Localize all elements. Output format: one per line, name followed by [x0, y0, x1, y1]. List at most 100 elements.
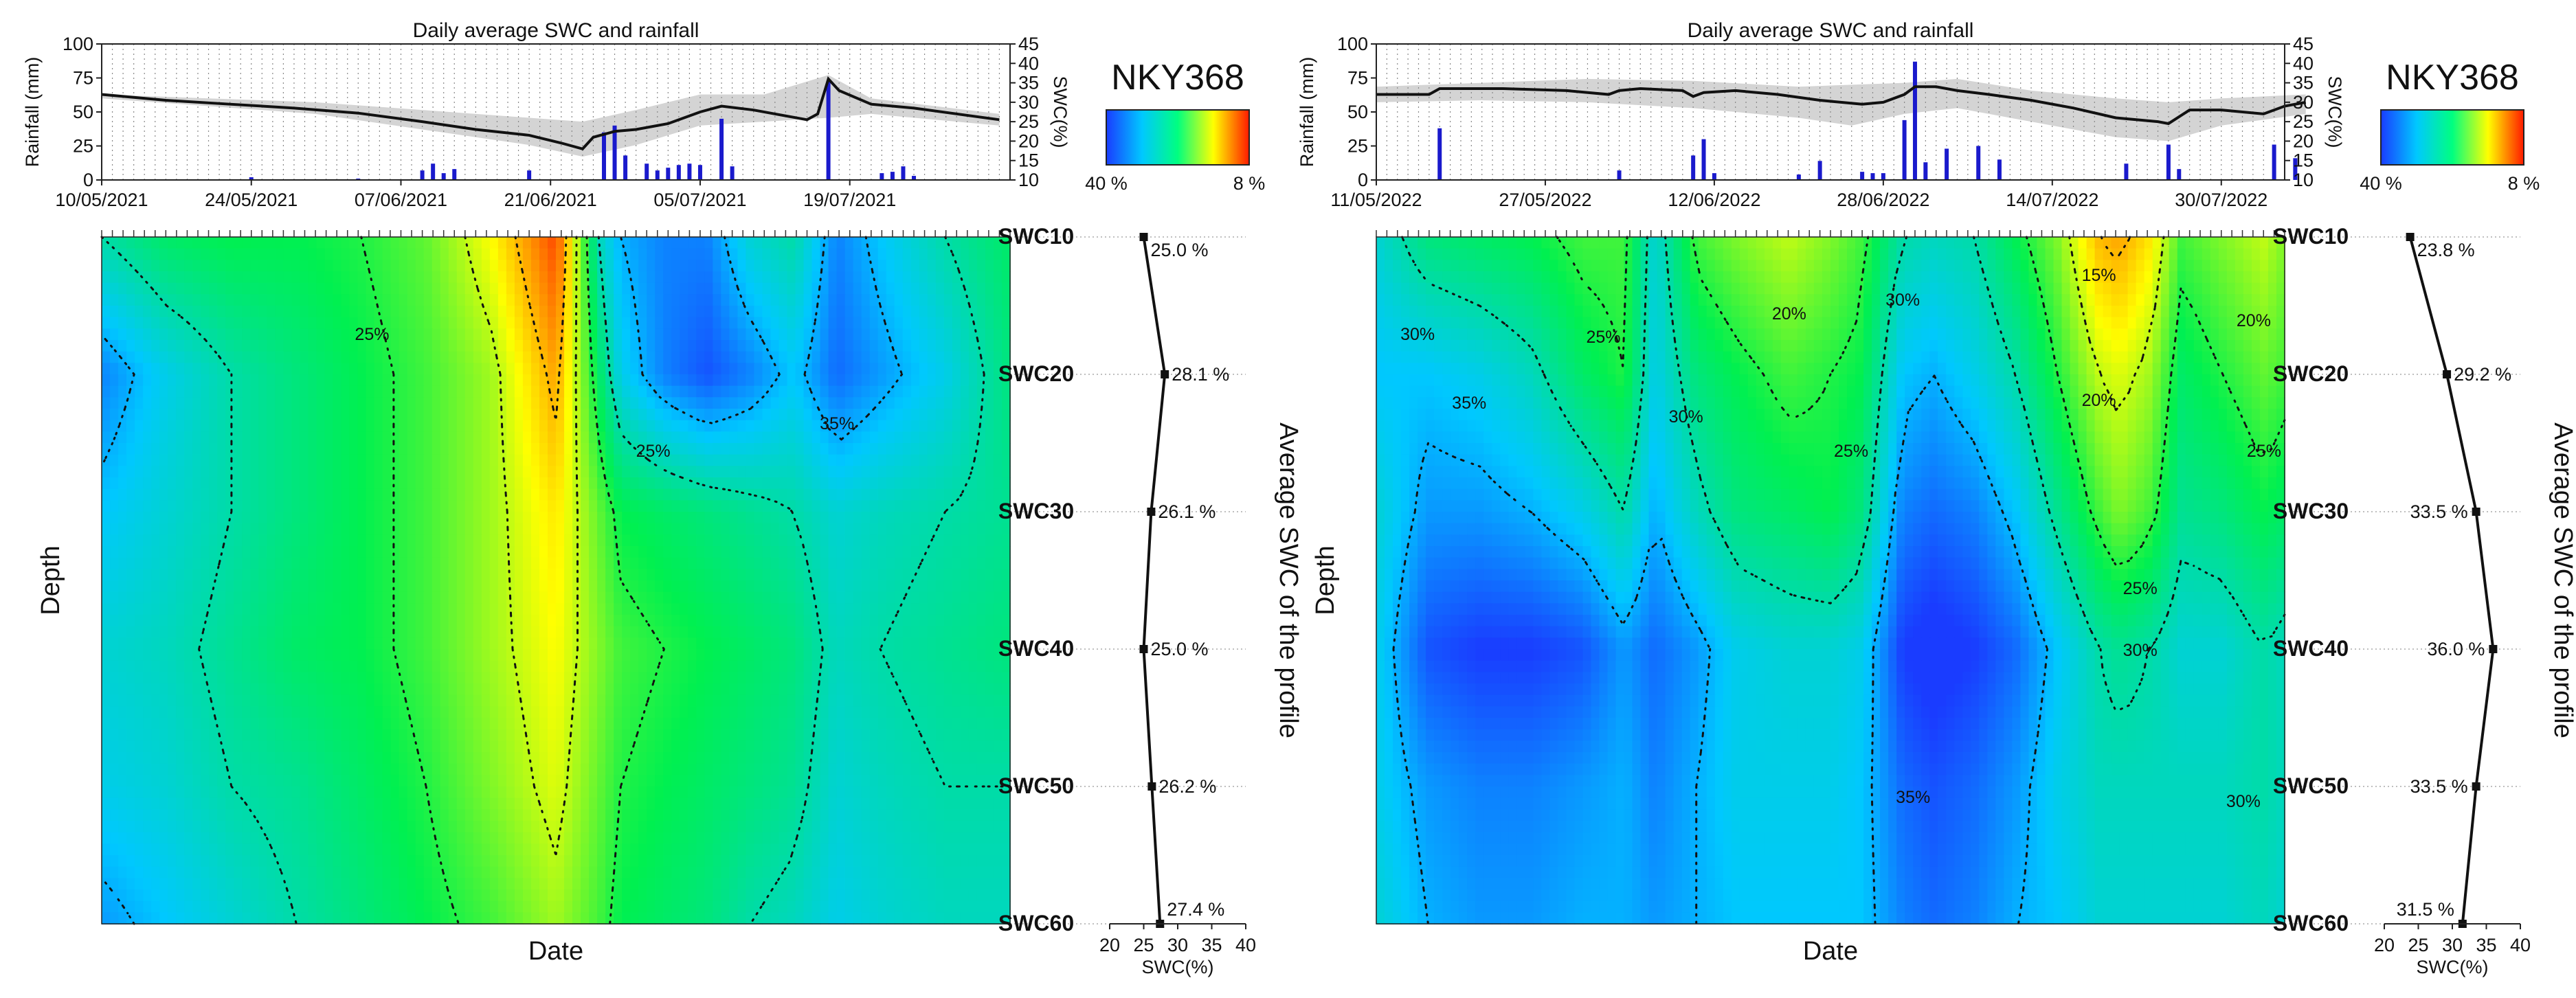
heatmap-cell: [242, 603, 251, 615]
heatmap-cell: [118, 328, 127, 341]
heatmap-cell: [935, 454, 945, 467]
heatmap-cell: [547, 271, 557, 284]
heatmap-cell: [415, 271, 425, 284]
heatmap-cell: [209, 569, 219, 581]
heatmap-cell: [349, 580, 359, 593]
heatmap-cell: [910, 409, 920, 421]
heatmap-cell: [630, 294, 640, 306]
heatmap-cell: [481, 454, 491, 467]
heatmap-cell: [217, 603, 227, 615]
heatmap-cell: [572, 580, 581, 593]
heatmap-cell: [680, 431, 689, 444]
heatmap-cell: [894, 306, 904, 318]
heatmap-cell: [308, 672, 317, 684]
heatmap-cell: [432, 466, 441, 478]
heatmap-cell: [151, 431, 161, 444]
heatmap-cell: [415, 626, 425, 639]
heatmap-cell: [597, 706, 607, 718]
heatmap-cell: [225, 260, 235, 272]
heatmap-cell: [820, 729, 829, 742]
heatmap-cell: [201, 282, 210, 295]
heatmap-cell: [811, 718, 821, 730]
heatmap-cell: [473, 248, 482, 261]
heatmap-cell: [275, 443, 284, 455]
heatmap-cell: [456, 637, 466, 650]
heatmap-cell: [927, 512, 937, 524]
heatmap-cell: [126, 569, 135, 581]
heatmap-cell: [960, 454, 970, 467]
heatmap-cell: [333, 649, 342, 661]
heatmap-cell: [110, 649, 119, 661]
heatmap-cell: [341, 591, 350, 604]
heatmap-cell: [135, 718, 144, 730]
heatmap-cell: [110, 397, 119, 409]
heatmap-cell: [605, 306, 615, 318]
heatmap-cell: [869, 523, 879, 536]
heatmap-cell: [481, 660, 491, 673]
heatmap-cell: [267, 454, 276, 467]
heatmap-cell: [151, 294, 161, 306]
heatmap-cell: [869, 512, 879, 524]
heatmap-cell: [267, 260, 276, 272]
heatmap-cell: [102, 385, 111, 398]
heatmap-cell: [242, 626, 251, 639]
heatmap-cell: [902, 488, 912, 501]
heatmap-cell: [324, 248, 334, 261]
heatmap-cell: [861, 385, 871, 398]
heatmap-cell: [300, 500, 309, 512]
heatmap-cell: [506, 718, 515, 730]
heatmap-cell: [201, 488, 210, 501]
heatmap-cell: [258, 523, 268, 536]
heatmap-cell: [902, 340, 912, 352]
heatmap-cell: [135, 409, 144, 421]
heatmap-cell: [1001, 557, 1011, 570]
heatmap-cell: [861, 626, 871, 639]
heatmap-cell: [126, 534, 135, 547]
heatmap-cell: [135, 477, 144, 490]
heatmap-cell: [688, 512, 697, 524]
heatmap-cell: [489, 306, 499, 318]
heatmap-cell: [423, 603, 433, 615]
heatmap-cell: [242, 546, 251, 558]
heatmap-cell: [126, 672, 135, 684]
heatmap-cell: [135, 683, 144, 696]
heatmap-cell: [366, 500, 375, 512]
heatmap-cell: [630, 683, 640, 696]
heatmap-cell: [382, 569, 392, 581]
heatmap-cell: [118, 683, 127, 696]
heatmap-cell: [952, 397, 961, 409]
heatmap-cell: [820, 351, 829, 364]
heatmap-cell: [209, 454, 219, 467]
heatmap-cell: [514, 569, 524, 581]
heatmap-cell: [836, 409, 846, 421]
heatmap-cell: [456, 649, 466, 661]
heatmap-cell: [547, 488, 557, 501]
heatmap-cell: [341, 546, 350, 558]
heatmap-cell: [366, 306, 375, 318]
heatmap-cell: [168, 512, 177, 524]
heatmap-cell: [308, 363, 317, 375]
heatmap-cell: [341, 385, 350, 398]
heatmap-cell: [234, 271, 243, 284]
heatmap-cell: [935, 317, 945, 330]
left-tick-label: 0: [83, 170, 93, 190]
heatmap-cell: [919, 672, 928, 684]
heatmap-cell: [820, 683, 829, 696]
heatmap-cell: [828, 615, 838, 627]
heatmap-cell: [589, 512, 598, 524]
heatmap-cell: [489, 534, 499, 547]
heatmap-cell: [464, 420, 474, 433]
heatmap-cell: [680, 683, 689, 696]
heatmap-cell: [746, 626, 755, 639]
heatmap-cell: [464, 409, 474, 421]
heatmap-cell: [572, 569, 581, 581]
heatmap-cell: [894, 706, 904, 718]
heatmap-cell: [564, 454, 573, 467]
heatmap-cell: [564, 683, 573, 696]
heatmap-cell: [135, 397, 144, 409]
heatmap-cell: [795, 523, 805, 536]
heatmap-cell: [1001, 534, 1011, 547]
heatmap-cell: [440, 591, 449, 604]
heatmap-cell: [877, 351, 887, 364]
heatmap-cell: [638, 523, 648, 536]
